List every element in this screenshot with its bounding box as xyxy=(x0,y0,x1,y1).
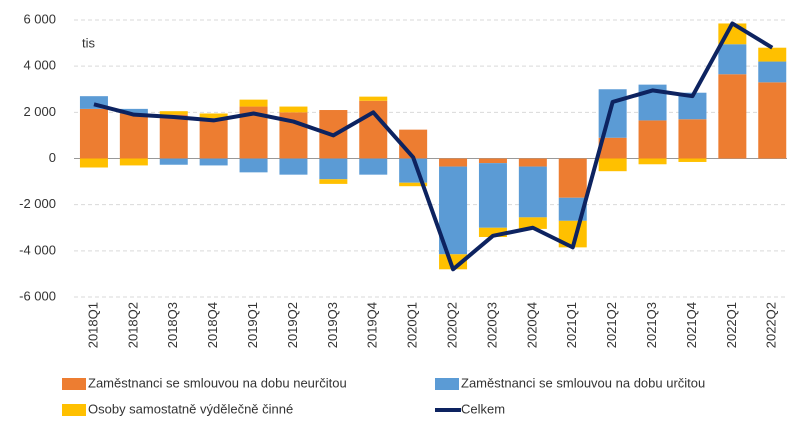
bar-segment xyxy=(159,111,188,115)
bar-segment xyxy=(359,158,388,175)
legend-label: Zaměstnanci se smlouvou na dobu určitou xyxy=(461,375,705,390)
bar-segment xyxy=(199,158,228,166)
bar-segment xyxy=(199,118,228,159)
x-tick-label: 2019Q2 xyxy=(285,302,300,348)
bar-segment xyxy=(279,106,308,113)
bar-segment xyxy=(439,158,468,167)
bar-segment xyxy=(638,158,667,165)
bar-segment xyxy=(518,217,547,229)
x-tick-label: 2020Q2 xyxy=(444,302,459,348)
bar-segment xyxy=(718,44,747,75)
y-tick-label: -4 000 xyxy=(19,242,56,257)
bar-segment xyxy=(199,113,228,119)
bar-segment xyxy=(359,100,388,159)
bar-segment xyxy=(478,163,507,228)
legend-label: Celkem xyxy=(461,401,505,416)
y-tick-label: 2 000 xyxy=(23,104,56,119)
bar-segment xyxy=(758,82,787,159)
bar-segment xyxy=(558,158,587,198)
bar-segment xyxy=(239,158,268,173)
x-tick-label: 2018Q2 xyxy=(125,302,140,348)
y-tick-label: -6 000 xyxy=(19,288,56,303)
y-tick-label: 0 xyxy=(49,150,56,165)
bar-segment xyxy=(598,158,627,172)
bar-segment xyxy=(518,166,547,218)
bar-segment xyxy=(79,158,108,168)
legend-swatch xyxy=(435,378,459,390)
bar-segment xyxy=(598,137,627,159)
x-tick-label: 2020Q4 xyxy=(524,302,539,348)
bar-segment xyxy=(319,158,348,180)
y-tick-label: 6 000 xyxy=(23,11,56,26)
bar-segment xyxy=(79,108,108,159)
bar-segment xyxy=(119,113,148,159)
bar-segment xyxy=(758,47,787,62)
legend-swatch xyxy=(62,378,86,390)
x-tick-label: 2021Q4 xyxy=(684,302,699,348)
x-tick-label: 2021Q2 xyxy=(604,302,619,348)
x-tick-label: 2019Q1 xyxy=(245,302,260,348)
bar-segment xyxy=(678,158,707,162)
bar-segment xyxy=(478,158,507,164)
bar-segment xyxy=(518,158,547,167)
bar-segment xyxy=(678,119,707,159)
x-tick-label: 2021Q1 xyxy=(564,302,579,348)
x-tick-label: 2020Q3 xyxy=(484,302,499,348)
bar-segment xyxy=(239,99,268,107)
bar-segment xyxy=(319,179,348,184)
legend-label: Zaměstnanci se smlouvou na dobu neurčito… xyxy=(88,375,347,390)
x-tick-label: 2021Q3 xyxy=(644,302,659,348)
bar-segment xyxy=(718,74,747,159)
unit-annotation: tis xyxy=(82,35,96,50)
total-line xyxy=(93,21,774,272)
bar-segment xyxy=(159,114,188,159)
bar-segment xyxy=(478,227,507,237)
x-tick-label: 2019Q4 xyxy=(365,302,380,348)
x-tick-label: 2018Q1 xyxy=(85,302,100,348)
x-tick-label: 2018Q3 xyxy=(165,302,180,348)
x-tick-label: 2020Q1 xyxy=(405,302,420,348)
bar-segment xyxy=(159,158,188,165)
x-tick-label: 2019Q3 xyxy=(325,302,340,348)
legend-swatch xyxy=(62,404,86,416)
x-tick-label: 2018Q4 xyxy=(205,302,220,348)
bar-segment xyxy=(399,182,428,187)
x-tick-label: 2022Q1 xyxy=(724,302,739,348)
bar-segment xyxy=(638,120,667,159)
y-tick-label: -2 000 xyxy=(19,196,56,211)
bar-segment xyxy=(119,158,148,166)
legend-label: Osoby samostatně výdělečně činné xyxy=(88,401,293,416)
bar-segment xyxy=(758,61,787,83)
bar-segment xyxy=(359,96,388,101)
bar-segment xyxy=(279,158,308,175)
bar-segment xyxy=(119,108,148,114)
y-tick-label: 4 000 xyxy=(23,58,56,73)
x-tick-label: 2022Q2 xyxy=(764,302,779,348)
